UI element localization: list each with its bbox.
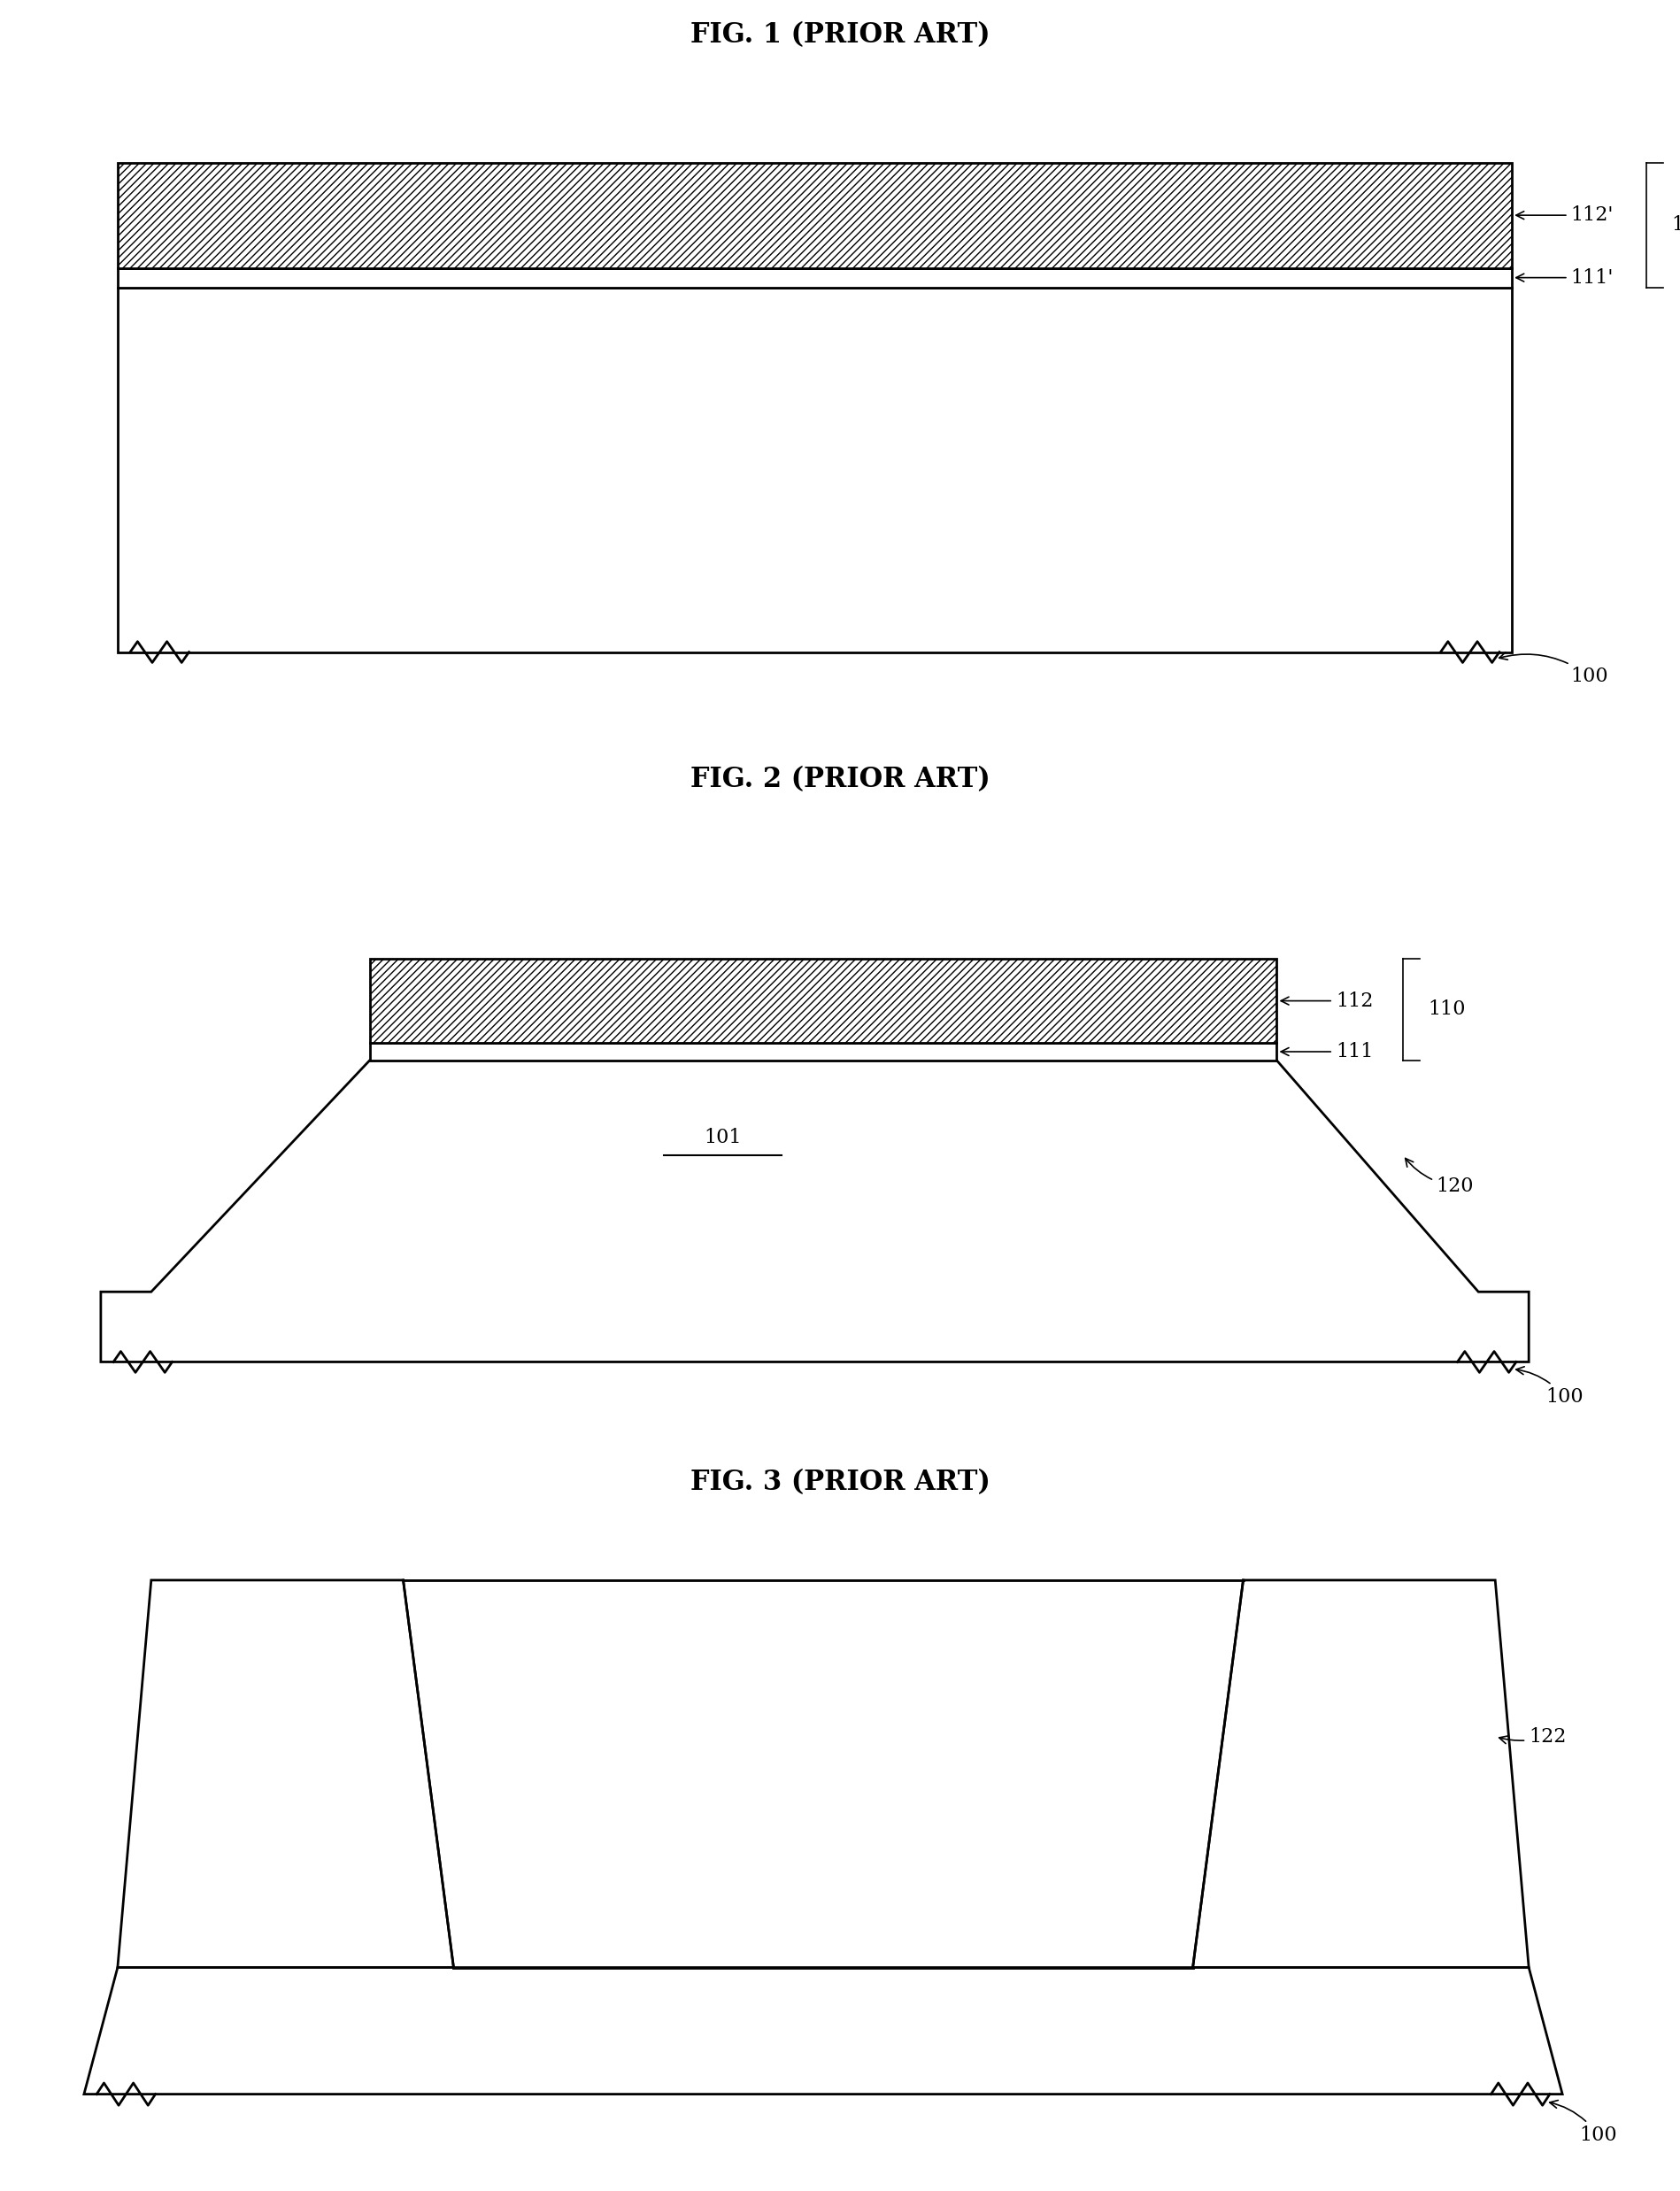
Text: 100: 100	[1515, 1367, 1583, 1407]
Polygon shape	[118, 1580, 454, 1968]
Text: 100: 100	[1549, 2101, 1616, 2145]
Bar	[118, 287, 1512, 653]
Text: 112: 112	[1280, 990, 1373, 1010]
Text: 100: 100	[1499, 653, 1608, 686]
Polygon shape	[1193, 1580, 1529, 1968]
Text: 101: 101	[704, 1128, 741, 1148]
Text: 110: 110	[1428, 999, 1465, 1019]
Text: 122: 122	[1499, 1727, 1566, 1746]
Text: 112': 112'	[1515, 206, 1614, 226]
Text: FIG. 2 (PRIOR ART): FIG. 2 (PRIOR ART)	[690, 767, 990, 793]
Bar	[118, 267, 1512, 287]
Text: FIG. 3 (PRIOR ART): FIG. 3 (PRIOR ART)	[690, 1468, 990, 1496]
Text: 111': 111'	[1515, 267, 1614, 287]
Text: 110': 110'	[1672, 215, 1680, 234]
Bar	[370, 960, 1277, 1043]
Text: 111: 111	[1280, 1043, 1373, 1060]
Polygon shape	[101, 1060, 1529, 1363]
Text: FIG. 1 (PRIOR ART): FIG. 1 (PRIOR ART)	[690, 22, 990, 48]
Bar	[370, 1043, 1277, 1060]
Text: 120: 120	[1406, 1159, 1473, 1196]
Bar	[118, 162, 1512, 267]
Polygon shape	[84, 1968, 1562, 2095]
